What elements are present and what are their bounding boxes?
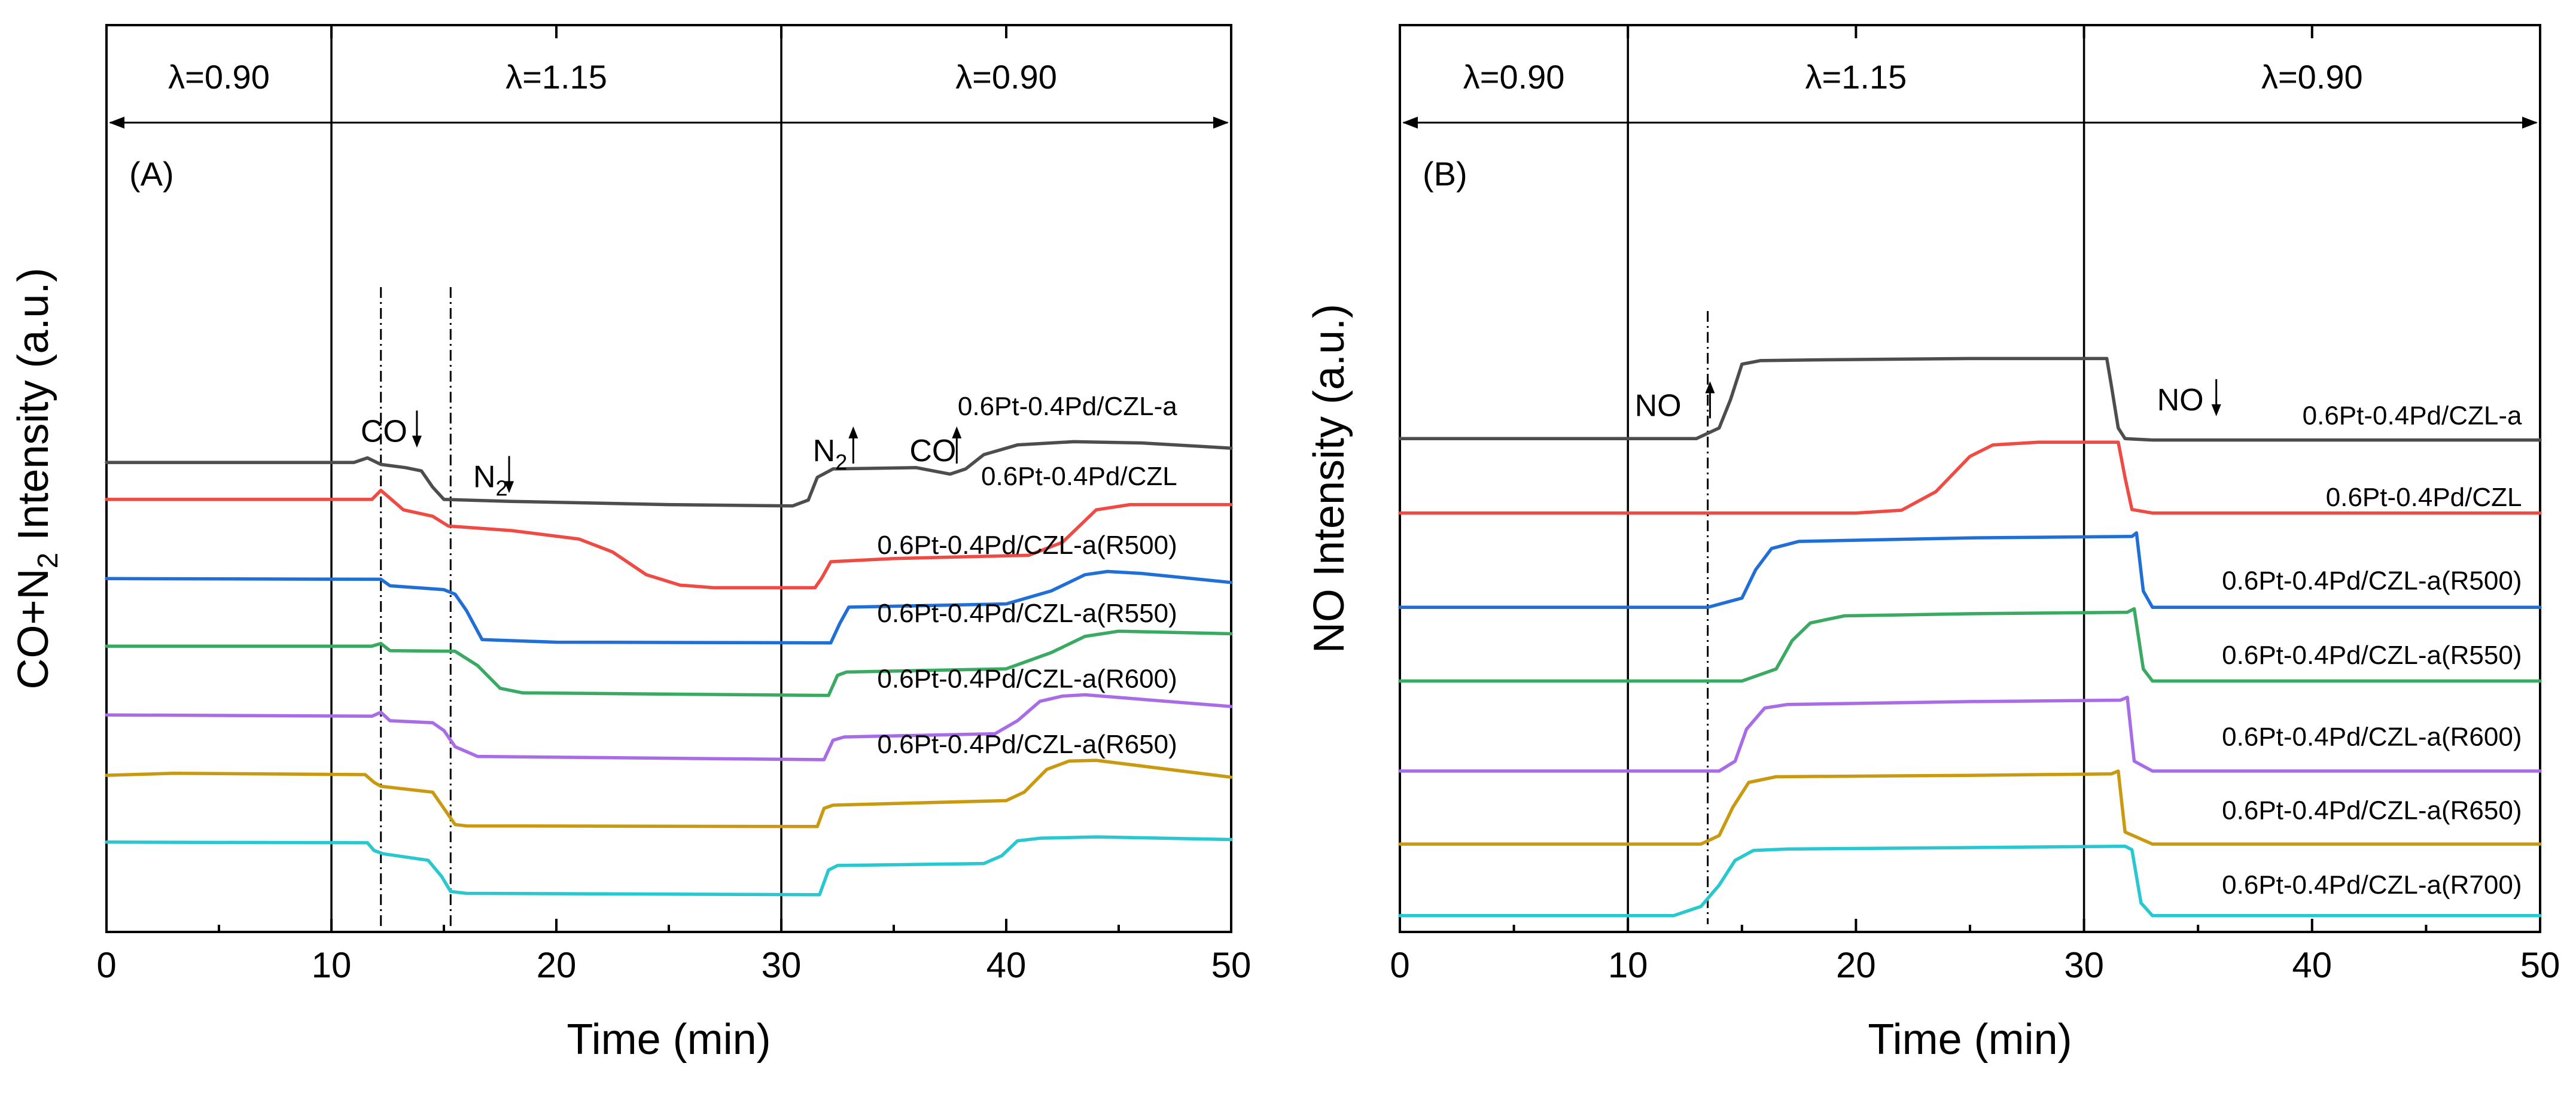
- series-label-6: 0.6Pt-0.4Pd/CZL-a(R650): [2222, 796, 2522, 825]
- series-line-4: [105, 629, 1233, 697]
- annotation-text: CO: [909, 434, 956, 468]
- series-label-3: 0.6Pt-0.4Pd/CZL-a(R500): [877, 531, 1177, 560]
- series-label-5: 0.6Pt-0.4Pd/CZL-a(R600): [877, 665, 1177, 694]
- arrow-left-head: [109, 117, 124, 129]
- lambda-label: λ=0.90: [1463, 58, 1565, 96]
- series-label-6: 0.6Pt-0.4Pd/CZL-a(R650): [877, 730, 1177, 759]
- x-tick-label: 30: [762, 945, 802, 985]
- annotation-arrow-head: [2211, 404, 2221, 416]
- series-label-4: 0.6Pt-0.4Pd/CZL-a(R550): [2222, 641, 2522, 670]
- annotation-arrow-head: [952, 426, 962, 438]
- y-axis-label-part: 2: [32, 553, 64, 569]
- annotation-text: N: [473, 459, 496, 494]
- series-label-1: 0.6Pt-0.4Pd/CZL-a: [958, 392, 1177, 421]
- x-tick-label: 30: [2064, 945, 2104, 985]
- annotation-arrow-head: [848, 426, 858, 438]
- x-tick-label: 0: [1390, 945, 1409, 985]
- panel-b-chart: λ=0.90 λ=1.15 λ=0.90 (B) 0 10 20 30 40 50 Time (mi…: [1305, 24, 2560, 1064]
- series-label-2: 0.6Pt-0.4Pd/CZL: [2326, 483, 2522, 512]
- annotation-label: CO: [361, 414, 407, 449]
- x-tick-label: 20: [1836, 945, 1876, 985]
- annotation-text: N: [813, 434, 836, 468]
- panel-label: (A): [129, 155, 174, 193]
- lambda-label: λ=1.15: [1805, 58, 1907, 96]
- lambda-label: λ=0.90: [2261, 58, 2363, 96]
- lambda-label: λ=1.15: [506, 58, 607, 96]
- series-line-7: [105, 835, 1233, 897]
- series-line-3: [105, 569, 1233, 645]
- series-line-6: [1398, 769, 2542, 846]
- series-label-7: 0.6Pt-0.4Pd/CZL-a(R700): [2222, 870, 2522, 900]
- annotation-text: NO: [1635, 388, 1682, 423]
- annotation-arrow-head: [504, 481, 514, 493]
- x-tick-label: 40: [986, 945, 1027, 985]
- arrow-right-head: [1213, 117, 1229, 129]
- series-line-7: [1398, 844, 2542, 918]
- annotation-label: CO: [909, 434, 956, 468]
- series-label-5: 0.6Pt-0.4Pd/CZL-a(R600): [2222, 722, 2522, 751]
- x-axis-label: Time (min): [1868, 1016, 2072, 1064]
- arrow-left-head: [1402, 117, 1418, 129]
- annotation-label: NO: [2157, 383, 2204, 418]
- series-line-3: [1398, 531, 2542, 610]
- x-tick-label: 10: [1608, 945, 1648, 985]
- x-tick-label: 40: [2292, 945, 2332, 985]
- series-label-1: 0.6Pt-0.4Pd/CZL-a: [2303, 401, 2522, 431]
- series-label-2: 0.6Pt-0.4Pd/CZL: [981, 462, 1177, 491]
- y-axis-label-part: NO Intensity (a.u.): [1305, 304, 1353, 653]
- x-axis-label: Time (min): [567, 1016, 771, 1064]
- annotation-arrow-head: [412, 435, 422, 448]
- y-axis-label-part: CO+N: [10, 568, 57, 689]
- series-line-2: [1398, 440, 2542, 515]
- x-tick-label: 10: [312, 945, 352, 985]
- y-axis-label-part: Intensity (a.u.): [10, 268, 57, 553]
- y-axis-label: NO Intensity (a.u.): [1305, 304, 1353, 653]
- series-line-2: [105, 489, 1233, 590]
- y-axis-label: CO+N2 Intensity (a.u.): [10, 268, 64, 690]
- x-tick-label: 50: [2520, 945, 2560, 985]
- annotation-subscript: 2: [835, 450, 847, 474]
- series-line-1: [1398, 357, 2542, 442]
- lambda-label: λ=0.90: [955, 58, 1057, 96]
- series-label-4: 0.6Pt-0.4Pd/CZL-a(R550): [877, 599, 1177, 628]
- series-line-5: [1398, 696, 2542, 773]
- series-line-6: [105, 758, 1233, 828]
- x-tick-label: 20: [537, 945, 577, 985]
- series-label-3: 0.6Pt-0.4Pd/CZL-a(R500): [2222, 566, 2522, 596]
- series-line-1: [105, 440, 1233, 508]
- annotation-text: NO: [2157, 383, 2204, 418]
- annotation-arrow-head: [1705, 381, 1715, 394]
- x-tick-label: 50: [1211, 945, 1252, 985]
- x-tick-label: 0: [96, 945, 116, 985]
- annotation-label: N2: [813, 434, 848, 474]
- annotation-label: N2: [473, 459, 508, 500]
- arrow-right-head: [2522, 117, 2538, 129]
- lambda-label: λ=0.90: [168, 58, 270, 96]
- panel-a-chart: λ=0.90 λ=1.15 λ=0.90 (A) 0 10 20 30 40 50 Time (mi…: [10, 24, 1252, 1064]
- panel-label: (B): [1423, 155, 1467, 193]
- series-line-5: [105, 693, 1233, 761]
- series-line-4: [1398, 607, 2542, 683]
- annotation-label: NO: [1635, 388, 1682, 423]
- annotation-subscript: 2: [495, 476, 507, 500]
- annotation-text: CO: [361, 414, 407, 449]
